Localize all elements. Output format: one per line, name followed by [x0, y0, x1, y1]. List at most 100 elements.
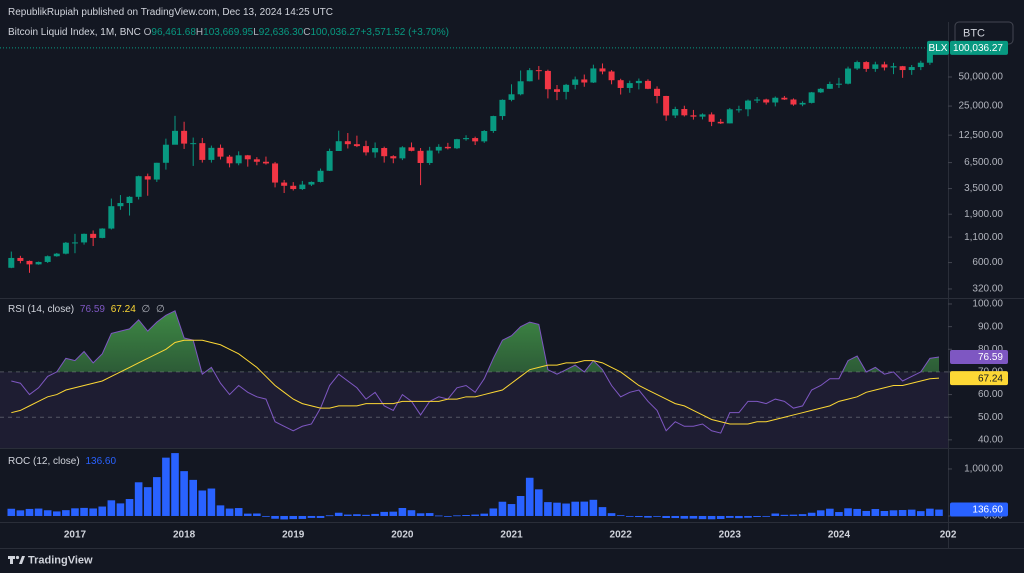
- legend-value: 103,669.95: [203, 27, 254, 38]
- roc-bar: [225, 508, 234, 516]
- symbol-button-label[interactable]: BTC: [963, 27, 985, 39]
- rsi-line: [11, 310, 940, 434]
- roc-bar: [307, 515, 316, 518]
- candle-body: [108, 206, 115, 229]
- roc-bar: [371, 513, 379, 516]
- symbol-tag-box: [927, 40, 949, 55]
- candle-body: [53, 253, 60, 257]
- candle-body: [772, 97, 779, 103]
- roc-bar: [407, 510, 416, 516]
- legend-key: C: [303, 27, 311, 38]
- roc-bar: [143, 487, 152, 516]
- candle-body: [699, 114, 706, 117]
- roc-bar: [871, 509, 880, 516]
- candle-body: [644, 80, 651, 89]
- y-tick-label: 320.00: [972, 284, 1003, 295]
- roc-bar: [753, 515, 761, 518]
- roc-bar: [716, 515, 725, 519]
- roc-bar: [853, 508, 861, 516]
- y-tick-label: 90.00: [978, 321, 1003, 332]
- roc-bar: [680, 515, 689, 519]
- roc-bar: [134, 482, 143, 516]
- candle-body: [899, 66, 906, 71]
- roc-legend: ROC (12, close) 136.60: [8, 456, 116, 467]
- candle-body: [590, 68, 597, 83]
- roc-bar: [434, 515, 443, 517]
- x-tick-label: 2021: [500, 530, 523, 541]
- candle-body: [635, 80, 642, 84]
- roc-bar: [489, 508, 498, 516]
- y-tick-label: 3,500.00: [964, 183, 1003, 194]
- legend-value: 96,461.68: [151, 27, 196, 38]
- candle-body: [681, 109, 688, 116]
- candle-body: [535, 70, 542, 72]
- candle-body: [235, 155, 242, 164]
- y-tick-label: 12,500.00: [959, 130, 1004, 141]
- candle-body: [572, 79, 579, 85]
- legend-extra: ∅: [156, 304, 165, 315]
- candle-body: [244, 155, 251, 160]
- candle-body: [563, 84, 570, 92]
- candle-body: [253, 159, 260, 162]
- y-tick-label: 80.00: [978, 344, 1003, 355]
- y-tick-label: 100.00: [972, 299, 1003, 310]
- candle-body: [581, 79, 588, 83]
- candle-body: [690, 115, 697, 117]
- roc-bar: [462, 514, 470, 516]
- candle-body: [335, 141, 342, 151]
- brand-name: TradingView: [28, 554, 93, 566]
- roc-bar: [480, 513, 489, 516]
- roc-bar: [471, 514, 479, 516]
- roc-bar: [744, 515, 752, 518]
- roc-bar: [535, 489, 543, 516]
- candle-body: [199, 143, 206, 160]
- roc-bar: [107, 500, 116, 516]
- roc-bar: [780, 514, 789, 516]
- roc-bar: [153, 477, 161, 516]
- price-legend: Bitcoin Liquid Index, 1M, BNC O96,461.68…: [8, 27, 449, 38]
- axis-value-label: 76.59: [978, 352, 1003, 363]
- candle-body: [790, 99, 797, 105]
- legend-change: +3,571.52 (+3.70%): [360, 27, 449, 38]
- roc-bar: [544, 502, 552, 516]
- x-tick-label: 2017: [64, 530, 87, 541]
- candle-body: [317, 170, 324, 182]
- legend-key: L: [253, 27, 259, 38]
- candle-body: [135, 176, 142, 197]
- legend-extra: ∅: [141, 304, 151, 315]
- roc-bar: [907, 509, 916, 516]
- candle-body: [226, 156, 233, 164]
- roc-bar: [453, 515, 461, 517]
- candle-body: [926, 49, 933, 63]
- roc-bar: [98, 506, 107, 516]
- roc-bar: [889, 510, 898, 516]
- rsi-value: 76.59: [79, 304, 105, 315]
- roc-bar: [562, 503, 570, 516]
- roc-bar: [253, 513, 261, 516]
- candle-body: [308, 181, 315, 185]
- roc-bar: [362, 514, 370, 516]
- roc-bar: [807, 512, 816, 516]
- candle-body: [463, 138, 470, 140]
- candle-body: [17, 257, 24, 261]
- candle-body: [81, 233, 88, 243]
- candle-body: [444, 146, 451, 149]
- candle-body: [126, 196, 133, 204]
- y-tick-label: 50,000.00: [959, 72, 1004, 83]
- roc-bar: [298, 515, 307, 519]
- axis-value-box: [950, 502, 1008, 517]
- roc-bar: [262, 515, 270, 517]
- rsi-line: [11, 339, 940, 425]
- roc-bar: [316, 515, 325, 518]
- roc-bar: [698, 515, 707, 520]
- x-tick-label: 2018: [173, 530, 196, 541]
- roc-bar: [125, 499, 134, 516]
- candle-body: [281, 182, 288, 186]
- roc-bar: [580, 501, 589, 516]
- y-tick-label: 600.00: [972, 257, 1003, 268]
- candle-body: [808, 92, 815, 103]
- roc-bar: [707, 515, 716, 520]
- brand-logo: TradingView: [8, 554, 93, 566]
- roc-title: ROC (12, close): [8, 456, 80, 467]
- roc-bar: [180, 471, 188, 516]
